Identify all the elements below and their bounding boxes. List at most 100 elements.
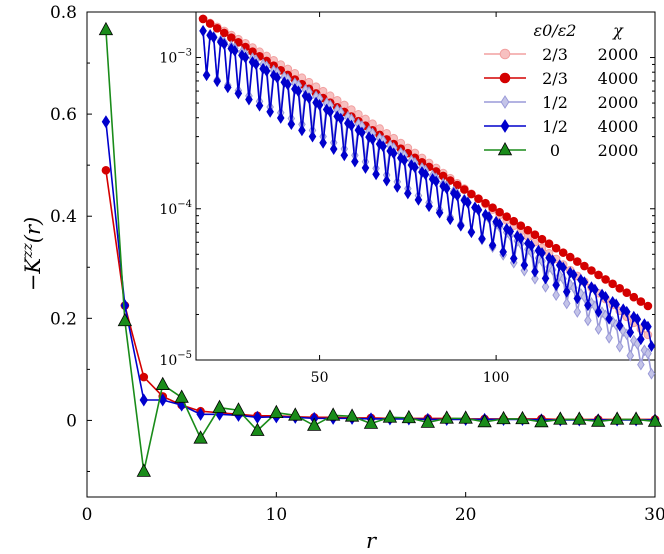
inset-data-point (509, 252, 518, 265)
inset-data-point (619, 303, 628, 316)
main-data-point (647, 413, 663, 427)
inset-data-point (231, 44, 239, 57)
inset-data-point (499, 245, 507, 258)
x-tick-label: 10 (266, 505, 288, 525)
legend-swatch-marker (499, 72, 511, 84)
inset-data-point (340, 149, 349, 162)
inset-data-point (587, 266, 596, 275)
inset-data-point (198, 14, 208, 24)
inset-data-point (351, 155, 359, 168)
inset-data-point (626, 349, 635, 362)
inset-data-point (308, 130, 317, 143)
y-tick-label: 0 (66, 411, 77, 431)
inset-y-tick-label: 10−3 (159, 48, 192, 67)
inset-data-point (464, 196, 472, 209)
inset-data-point (629, 292, 639, 302)
inset-data-point (622, 288, 632, 298)
inset-data-point (552, 279, 560, 291)
inset-data-point (516, 221, 526, 231)
main-data-point (401, 409, 417, 424)
inset-data-point (647, 367, 656, 380)
inset-data-point (573, 257, 582, 266)
legend-ratio: 2/3 (542, 69, 568, 88)
y-axis-title-suffix: (r) (21, 217, 45, 243)
inset-data-point (569, 268, 578, 281)
inset-data-point (601, 291, 610, 303)
inset-data-point (565, 252, 575, 262)
y-tick-label: 0.8 (50, 3, 77, 23)
inset-data-point (644, 347, 652, 360)
inset-data-point (432, 175, 440, 188)
inset-data-point (591, 283, 599, 296)
inset-series-group (199, 24, 656, 352)
inset-y-tick-exp: −4 (177, 199, 192, 210)
inset-data-point (379, 140, 387, 153)
inset-data-point (435, 206, 444, 219)
inset-data-point (255, 99, 264, 112)
y-tick-label: 0.4 (50, 207, 77, 227)
inset-data-point (636, 297, 646, 306)
inset-data-point (372, 168, 380, 181)
inset-data-point (474, 194, 483, 203)
inset-data-point (414, 193, 423, 206)
inset-data-point (457, 219, 465, 232)
inset-data-point (538, 247, 546, 259)
inset-data-point (531, 272, 539, 285)
main-data-point (515, 410, 530, 425)
inset-data-point (202, 69, 211, 82)
inset-data-point (548, 263, 557, 276)
legend-header-chi: χ (612, 21, 624, 40)
inset-data-point (326, 105, 334, 118)
main-series-group (98, 21, 663, 477)
inset-data-point (531, 265, 539, 278)
legend-swatch-marker (497, 142, 513, 156)
main-data-point (420, 414, 435, 428)
main-data-point (98, 21, 114, 36)
inset-data-point (495, 218, 504, 231)
inset-data-point (615, 319, 624, 332)
inset-data-point (446, 213, 455, 226)
inset-data-point (305, 92, 313, 105)
inset-y-tick-base: 10 (159, 202, 177, 218)
inset-data-point (319, 136, 327, 149)
inset-data-point (287, 118, 296, 131)
inset-data-point (368, 133, 377, 146)
inset-data-point (633, 313, 642, 326)
inset-data-point (647, 340, 656, 352)
inset-data-point (630, 334, 638, 347)
inset-data-point (453, 189, 462, 202)
main-data-point (117, 312, 133, 327)
inset-data-point (527, 239, 536, 252)
inset-data-point (298, 124, 306, 137)
inset-data-point (358, 126, 366, 139)
inset-data-point (382, 174, 391, 187)
inset-data-point (467, 189, 476, 199)
inset-data-point (619, 325, 628, 338)
inset-data-point (605, 312, 613, 325)
inset-data-point (573, 305, 582, 318)
main-data-point (231, 402, 246, 416)
inset-data-point (442, 182, 451, 195)
inset-data-point (520, 259, 529, 272)
inset-y-tick-base: 10 (159, 51, 177, 67)
inset-data-point (220, 38, 229, 51)
inset-data-point (245, 93, 253, 106)
inset-data-point (266, 105, 274, 118)
legend-header-ratio: ε0/ε2 (534, 21, 577, 40)
inset-data-point (530, 230, 540, 240)
legend-swatch-marker (500, 95, 510, 109)
inset-data-point (594, 306, 603, 318)
main-ticks: 0 10 20 30 0 0.2 0.4 0.6 0.8 (50, 3, 664, 525)
main-data-point (534, 413, 549, 428)
legend-entry: 1/2 4000 (484, 117, 638, 136)
main-data-point (101, 115, 111, 129)
inset-data-point (219, 28, 229, 38)
inset-data-point (622, 305, 631, 318)
main-data-point (196, 407, 205, 421)
inset-data-point (336, 112, 345, 125)
main-data-point (193, 430, 208, 444)
inset-data-point (552, 289, 560, 302)
inset-data-point (615, 283, 624, 293)
inset-data-point (637, 333, 645, 346)
